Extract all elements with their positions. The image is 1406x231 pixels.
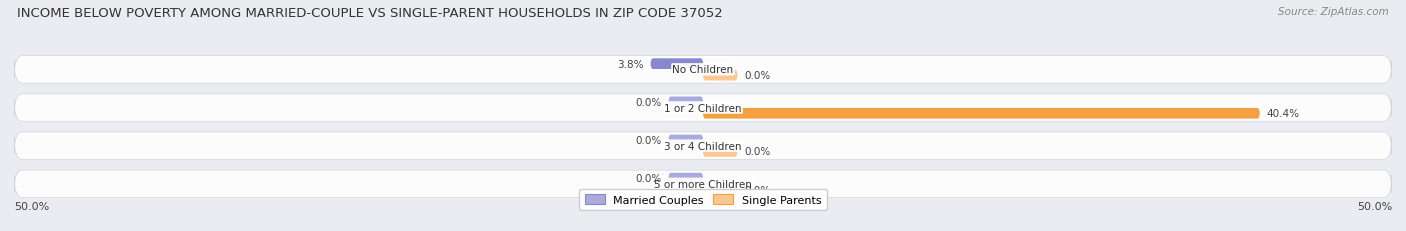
Text: 5 or more Children: 5 or more Children <box>654 179 752 189</box>
Text: 1 or 2 Children: 1 or 2 Children <box>664 103 742 113</box>
Text: 3 or 4 Children: 3 or 4 Children <box>664 141 742 151</box>
FancyBboxPatch shape <box>703 146 738 157</box>
Text: 40.4%: 40.4% <box>1267 109 1299 119</box>
Text: 50.0%: 50.0% <box>14 201 49 211</box>
FancyBboxPatch shape <box>703 108 1260 119</box>
FancyBboxPatch shape <box>14 94 1392 122</box>
Legend: Married Couples, Single Parents: Married Couples, Single Parents <box>579 189 827 210</box>
FancyBboxPatch shape <box>703 70 738 81</box>
FancyBboxPatch shape <box>651 59 703 70</box>
Text: 0.0%: 0.0% <box>636 97 662 107</box>
Text: 50.0%: 50.0% <box>1357 201 1392 211</box>
Text: 3.8%: 3.8% <box>617 59 644 69</box>
Text: 0.0%: 0.0% <box>744 71 770 81</box>
Text: Source: ZipAtlas.com: Source: ZipAtlas.com <box>1278 7 1389 17</box>
Text: 0.0%: 0.0% <box>744 147 770 157</box>
FancyBboxPatch shape <box>668 135 703 146</box>
FancyBboxPatch shape <box>14 170 1392 198</box>
Text: 0.0%: 0.0% <box>636 173 662 183</box>
Text: INCOME BELOW POVERTY AMONG MARRIED-COUPLE VS SINGLE-PARENT HOUSEHOLDS IN ZIP COD: INCOME BELOW POVERTY AMONG MARRIED-COUPL… <box>17 7 723 20</box>
Text: 0.0%: 0.0% <box>744 185 770 195</box>
FancyBboxPatch shape <box>14 56 1392 84</box>
FancyBboxPatch shape <box>14 132 1392 160</box>
Text: 0.0%: 0.0% <box>636 135 662 145</box>
Text: No Children: No Children <box>672 65 734 75</box>
FancyBboxPatch shape <box>703 184 738 195</box>
FancyBboxPatch shape <box>668 173 703 184</box>
FancyBboxPatch shape <box>668 97 703 108</box>
